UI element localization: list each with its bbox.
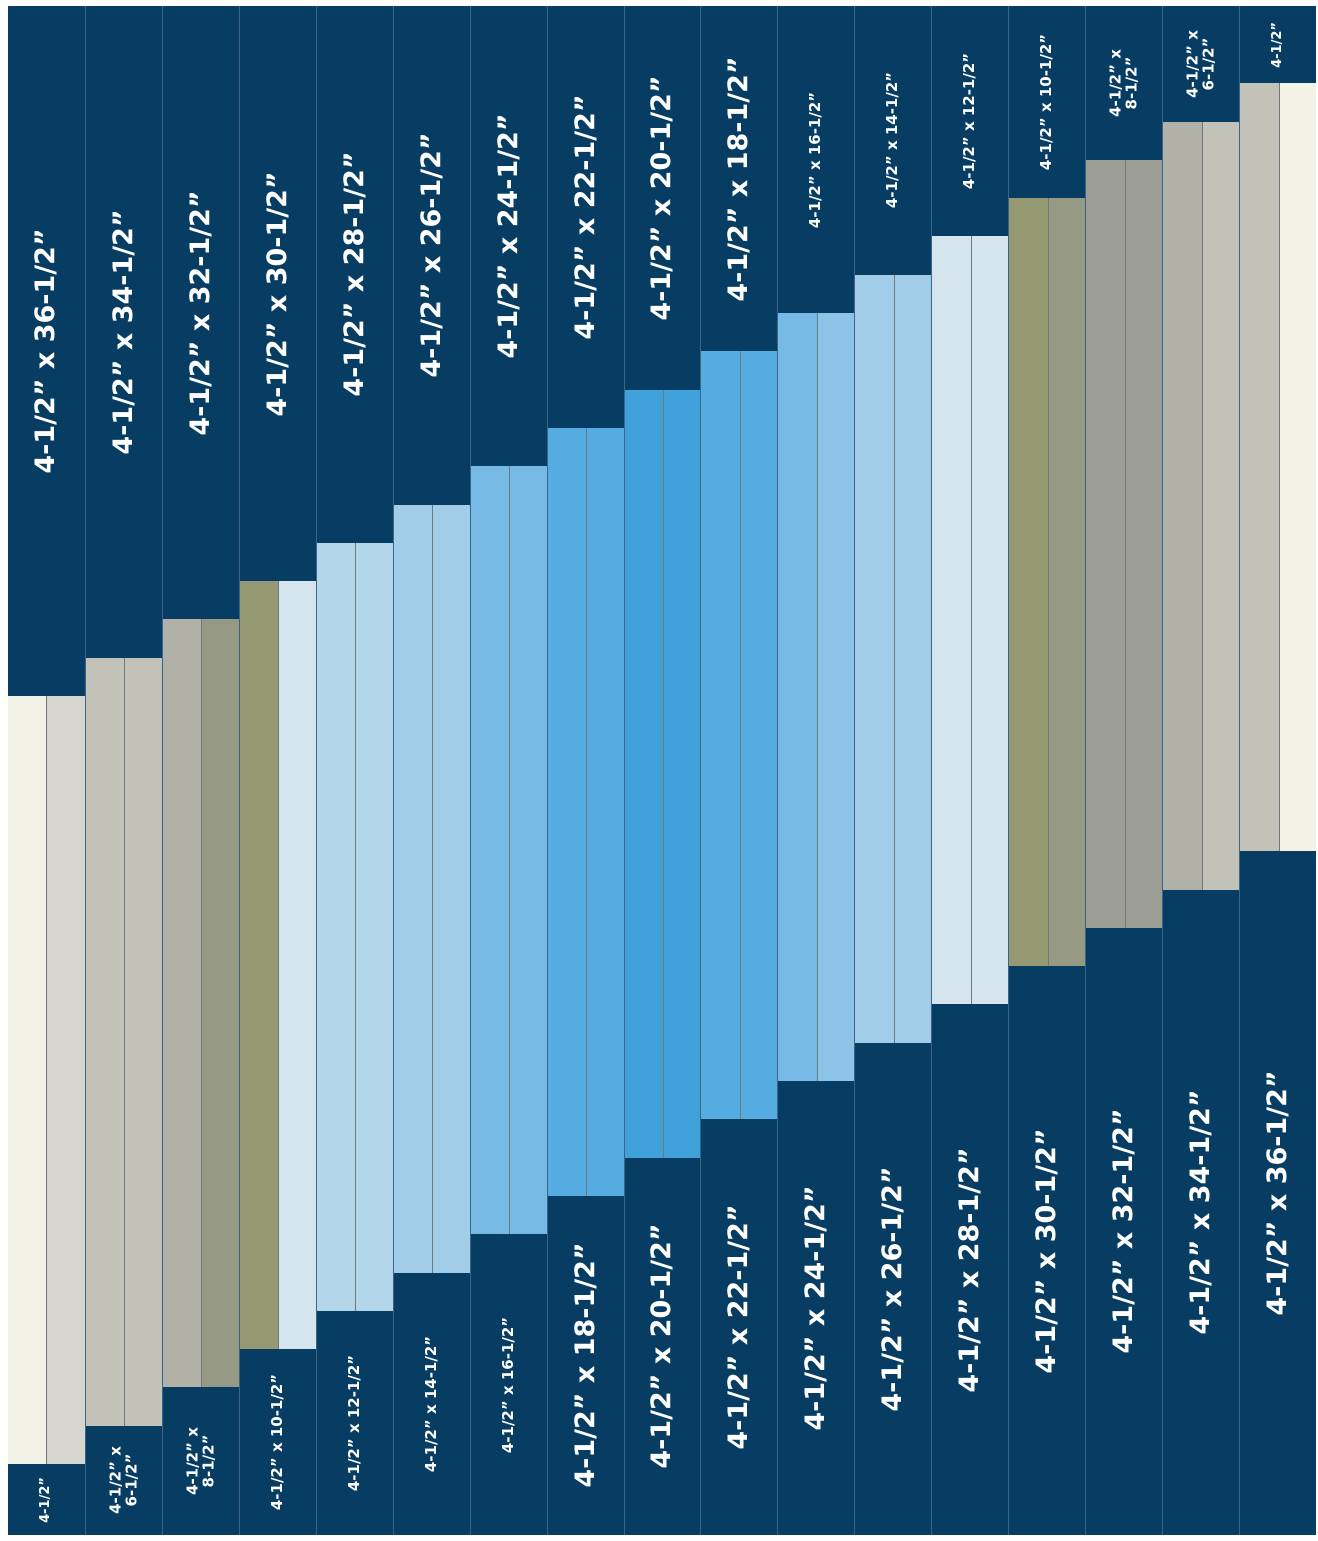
top-strip-label: 4-1/2” x 34-1/2” bbox=[107, 209, 139, 455]
light-strip bbox=[893, 274, 933, 1043]
quilt-column-15: 4-1/2” x 8-1/2” 4-1/2” x 32-1/2” bbox=[1085, 6, 1164, 1535]
light-strip bbox=[970, 236, 1010, 1005]
light-strip bbox=[509, 466, 548, 1235]
bottom-strip-label: 4-1/2” x 14-1/2” bbox=[421, 1335, 440, 1472]
quilt-column-6: 4-1/2” x 26-1/2” 4-1/2” x 14-1/2” bbox=[392, 6, 471, 1535]
light-strip bbox=[855, 274, 894, 1043]
quilt-column-7: 4-1/2” x 24-1/2” 4-1/2” x 16-1/2” bbox=[469, 6, 548, 1535]
light-strip bbox=[316, 542, 356, 1311]
top-strip-label: 4-1/2” x 14-1/2” bbox=[883, 72, 902, 209]
light-strip bbox=[1009, 198, 1048, 967]
quilt-column-3: 4-1/2” x 32-1/2” 4-1/2” x 8-1/2” bbox=[161, 6, 240, 1535]
light-strip bbox=[1240, 83, 1279, 852]
quilt-column-13: 4-1/2” x 12-1/2” 4-1/2” x 28-1/2” bbox=[931, 6, 1010, 1535]
bottom-strip-label: 4-1/2” bbox=[38, 1476, 54, 1523]
quilt-cutting-diagram: 4-1/2” x 36-1/2” 4-1/2” 4-1/2” x 34-1/2” 4-… bbox=[8, 6, 1316, 1535]
light-strip bbox=[393, 504, 433, 1273]
light-strip bbox=[739, 351, 779, 1120]
quilt-column-11: 4-1/2” x 16-1/2” 4-1/2” x 24-1/2” bbox=[777, 6, 856, 1535]
light-strip bbox=[778, 313, 817, 1081]
light-strip bbox=[278, 581, 317, 1350]
light-strip bbox=[1086, 159, 1125, 928]
light-strip bbox=[1047, 198, 1087, 967]
top-strip-label: 4-1/2” x 24-1/2” bbox=[492, 113, 524, 359]
quilt-column-12: 4-1/2” x 14-1/2” 4-1/2” x 26-1/2” bbox=[854, 6, 933, 1535]
light-strip bbox=[701, 351, 740, 1120]
light-strip bbox=[1278, 83, 1316, 852]
top-strip-label: 4-1/2” x 16-1/2” bbox=[806, 91, 825, 228]
top-strip-label: 4-1/2” x 8-1/2” bbox=[1106, 49, 1141, 117]
top-strip-label: 4-1/2” x 20-1/2” bbox=[646, 75, 678, 321]
light-strip bbox=[586, 427, 625, 1196]
light-strip bbox=[432, 504, 471, 1273]
bottom-strip-label: 4-1/2” x 6-1/2” bbox=[106, 1446, 140, 1515]
light-strip bbox=[470, 466, 510, 1235]
light-strip bbox=[816, 313, 856, 1081]
bottom-strip-label: 4-1/2” x 8-1/2” bbox=[183, 1427, 217, 1496]
bottom-strip-label: 4-1/2” x 20-1/2” bbox=[646, 1223, 678, 1469]
bottom-strip-label: 4-1/2” x 12-1/2” bbox=[344, 1354, 363, 1492]
light-strip bbox=[46, 696, 85, 1464]
top-strip-label: 4-1/2” x 10-1/2” bbox=[1037, 33, 1056, 171]
top-strip-label: 4-1/2” x 18-1/2” bbox=[723, 55, 755, 302]
bottom-strip-label: 4-1/2” x 18-1/2” bbox=[569, 1242, 601, 1489]
bottom-strip-label: 4-1/2” x 32-1/2” bbox=[1107, 1108, 1139, 1355]
bottom-strip-label: 4-1/2” x 26-1/2” bbox=[877, 1166, 909, 1412]
quilt-column-14: 4-1/2” x 10-1/2” 4-1/2” x 30-1/2” bbox=[1008, 6, 1087, 1535]
quilt-column-4: 4-1/2” x 30-1/2” 4-1/2” x 10-1/2” bbox=[238, 6, 317, 1535]
bottom-strip-label: 4-1/2” x 28-1/2” bbox=[954, 1147, 986, 1393]
light-strip bbox=[239, 581, 279, 1350]
top-strip-label: 4-1/2” x 26-1/2” bbox=[415, 132, 447, 378]
bottom-strip-label: 4-1/2” x 22-1/2” bbox=[723, 1204, 755, 1450]
light-strip bbox=[8, 696, 47, 1464]
top-strip-label: 4-1/2” x 32-1/2” bbox=[184, 190, 216, 436]
quilt-column-8: 4-1/2” x 22-1/2” 4-1/2” x 18-1/2” bbox=[546, 6, 625, 1535]
light-strip bbox=[1124, 159, 1164, 928]
quilt-column-1: 4-1/2” x 36-1/2” 4-1/2” bbox=[8, 6, 85, 1535]
quilt-column-9: 4-1/2” x 20-1/2” 4-1/2” x 20-1/2” bbox=[623, 6, 702, 1535]
quilt-column-16: 4-1/2” x 6-1/2” 4-1/2” x 34-1/2” bbox=[1162, 6, 1241, 1535]
light-strip bbox=[85, 657, 125, 1426]
bottom-strip-label: 4-1/2” x 16-1/2” bbox=[498, 1316, 517, 1453]
light-strip bbox=[355, 542, 394, 1311]
bottom-strip-label: 4-1/2” x 24-1/2” bbox=[800, 1185, 832, 1431]
bottom-strip-label: 4-1/2” x 34-1/2” bbox=[1184, 1089, 1216, 1335]
top-strip-label: 4-1/2” bbox=[1270, 21, 1286, 68]
top-strip-label: 4-1/2” x 28-1/2” bbox=[338, 151, 370, 398]
light-strip bbox=[662, 389, 702, 1158]
bottom-strip-label: 4-1/2” x 30-1/2” bbox=[1031, 1127, 1063, 1374]
top-strip-label: 4-1/2” x 12-1/2” bbox=[960, 53, 979, 190]
top-strip-label: 4-1/2” x 22-1/2” bbox=[569, 94, 601, 340]
quilt-column-10: 4-1/2” x 18-1/2” 4-1/2” x 22-1/2” bbox=[700, 6, 779, 1535]
light-strip bbox=[932, 236, 971, 1005]
bottom-strip-label: 4-1/2” x 36-1/2” bbox=[1261, 1070, 1293, 1316]
quilt-column-2: 4-1/2” x 34-1/2” 4-1/2” x 6-1/2” bbox=[84, 6, 163, 1535]
light-strip bbox=[1163, 121, 1202, 890]
light-strip bbox=[162, 619, 202, 1388]
light-strip bbox=[1201, 121, 1241, 890]
top-strip-label: 4-1/2” x 6-1/2” bbox=[1183, 29, 1218, 98]
bottom-strip-label: 4-1/2” x 10-1/2” bbox=[267, 1373, 286, 1511]
light-strip bbox=[547, 427, 587, 1196]
light-strip bbox=[201, 619, 240, 1388]
quilt-column-17: 4-1/2” 4-1/2” x 36-1/2” bbox=[1239, 6, 1316, 1535]
top-strip-label: 4-1/2” x 30-1/2” bbox=[261, 170, 293, 417]
light-strip bbox=[624, 389, 663, 1158]
quilt-column-5: 4-1/2” x 28-1/2” 4-1/2” x 12-1/2” bbox=[315, 6, 394, 1535]
top-strip-label: 4-1/2” x 36-1/2” bbox=[30, 228, 62, 474]
light-strip bbox=[124, 657, 163, 1426]
